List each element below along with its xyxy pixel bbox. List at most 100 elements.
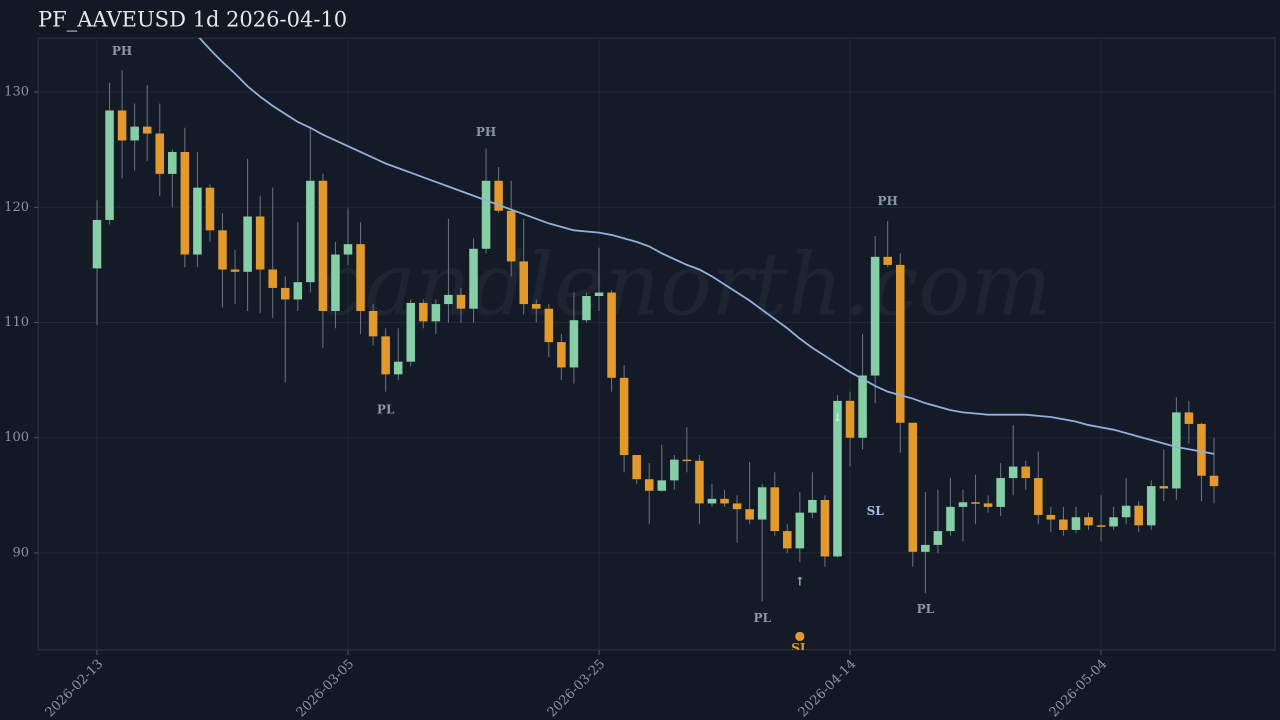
annotation: SL xyxy=(867,504,885,518)
candle-body xyxy=(117,110,127,141)
candle-body xyxy=(1008,466,1018,479)
annotation: PH xyxy=(112,44,132,58)
candle-body xyxy=(105,110,114,220)
annotation: PL xyxy=(917,602,935,616)
candle-body xyxy=(180,151,190,255)
candle-body xyxy=(544,308,554,343)
candle-body xyxy=(331,254,340,311)
candle-body xyxy=(1159,486,1169,489)
y-tick-label: 110 xyxy=(4,315,29,330)
candle-body xyxy=(996,478,1005,507)
candle-body xyxy=(519,261,528,305)
candle-body xyxy=(707,498,717,504)
candle-body xyxy=(569,320,579,368)
candle-body xyxy=(983,503,993,507)
candle-body xyxy=(757,487,767,520)
candle-body xyxy=(230,269,240,272)
candle-body xyxy=(444,294,453,305)
candle-body xyxy=(1146,486,1156,526)
candle-body xyxy=(808,499,817,513)
candle-body xyxy=(908,422,918,552)
chart-title: PF_AAVEUSD 1d 2026-04-10 xyxy=(38,8,347,32)
candle-body xyxy=(481,180,491,249)
candle-body xyxy=(557,342,566,368)
y-tick-label: 120 xyxy=(4,200,29,215)
candle-body xyxy=(1109,517,1118,527)
candle-body xyxy=(933,531,943,545)
annotation: PH xyxy=(877,194,897,208)
annotation: PL xyxy=(377,403,395,417)
candle-body xyxy=(1096,525,1106,527)
candle-body xyxy=(205,187,215,231)
candle-body xyxy=(155,133,165,174)
candle-body xyxy=(783,531,792,549)
candle-body xyxy=(607,292,616,378)
candle-body xyxy=(243,216,252,272)
candle-body xyxy=(1134,505,1143,526)
candle-body xyxy=(532,304,541,309)
candle-body xyxy=(92,219,102,269)
annotation: ● xyxy=(795,628,805,642)
candle-body xyxy=(582,296,591,321)
candle-body xyxy=(1084,517,1093,526)
candle-body xyxy=(306,180,315,283)
candle-body xyxy=(343,244,353,255)
candle-body xyxy=(193,187,202,255)
candle-body xyxy=(695,460,704,504)
candle-body xyxy=(858,375,867,438)
annotation: ↓ xyxy=(832,411,842,425)
candle-body xyxy=(845,400,855,438)
candle-body xyxy=(1046,514,1056,520)
candle-body xyxy=(469,248,478,309)
candle-body xyxy=(895,264,905,423)
candle-body xyxy=(795,512,805,549)
candle-body xyxy=(255,216,265,270)
candle-body xyxy=(632,455,641,480)
candle-body xyxy=(1184,412,1194,424)
candle-body xyxy=(1071,517,1081,530)
candle-body xyxy=(732,503,742,510)
candle-body xyxy=(381,336,390,375)
candle-body xyxy=(1172,412,1181,489)
candle-body xyxy=(619,377,629,456)
candle-body xyxy=(720,498,729,504)
candle-body xyxy=(393,361,403,375)
candle-body xyxy=(494,180,503,211)
candle-body xyxy=(870,256,880,376)
candle-body xyxy=(218,230,227,270)
candle-body xyxy=(130,126,139,141)
candle-body xyxy=(356,244,365,311)
candle-body xyxy=(1059,519,1068,530)
candle-body xyxy=(958,502,968,507)
candle-body xyxy=(833,400,842,557)
candle-body xyxy=(1209,475,1219,487)
candle-body xyxy=(820,499,830,557)
candle-body xyxy=(682,459,692,462)
candle-body xyxy=(268,269,277,288)
annotation: PL xyxy=(753,611,771,625)
candle-body xyxy=(644,479,654,491)
candle-body xyxy=(883,256,892,265)
annotation: × xyxy=(908,504,918,518)
candle-body xyxy=(670,459,679,481)
annotation: PH xyxy=(476,125,496,139)
candle-body xyxy=(456,294,466,309)
candle-body xyxy=(770,487,779,532)
annotation: ↑ xyxy=(795,574,805,588)
candle-body xyxy=(368,310,378,337)
candle-body xyxy=(431,304,441,322)
moving-average-line xyxy=(198,38,1215,455)
candle-body xyxy=(971,502,980,504)
candle-body xyxy=(594,292,604,297)
candle-body xyxy=(1021,466,1031,479)
candle-body xyxy=(1197,423,1206,476)
plot-area xyxy=(37,37,1276,651)
candle-body xyxy=(419,302,428,322)
candle-body xyxy=(318,180,328,311)
candle-body xyxy=(1121,505,1131,518)
annotation: SL xyxy=(791,641,809,655)
candle-body xyxy=(745,509,754,520)
candle-body xyxy=(946,506,955,532)
